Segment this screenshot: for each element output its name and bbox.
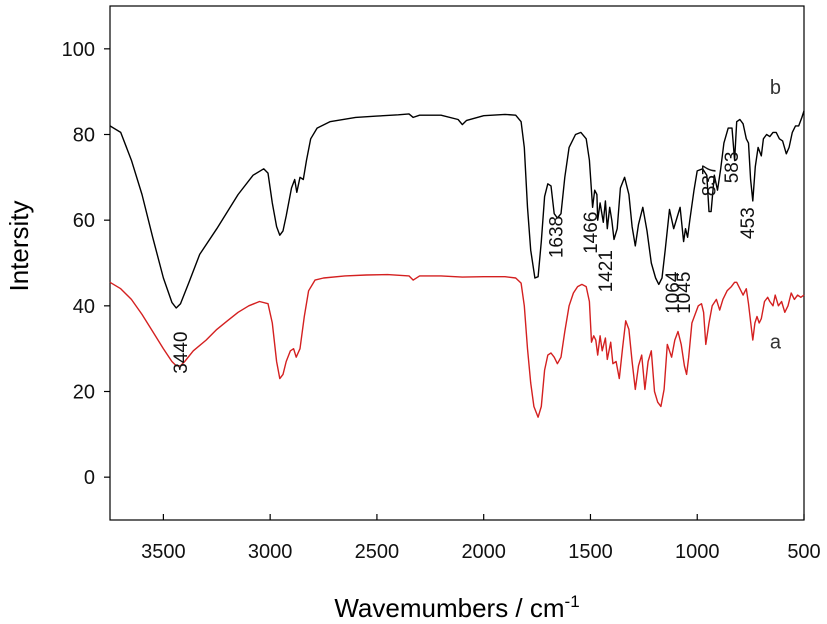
x-tick-label: 3500: [141, 541, 186, 563]
series-line-b: [109, 110, 805, 309]
x-axis-title-superscript: -1: [565, 592, 580, 611]
y-tick-label: 80: [73, 125, 95, 147]
peak-annotation: 1064: [663, 271, 684, 314]
x-axis-title: Wavemumbers / cm-1: [334, 592, 579, 623]
peak-annotation: 1466: [581, 212, 602, 254]
y-tick-label: 0: [84, 467, 95, 489]
peak-annotation: 837: [699, 165, 720, 197]
y-axis-title: Intersity: [4, 200, 34, 291]
y-tick-label: 100: [62, 39, 95, 61]
plot-area-frame: [109, 5, 805, 521]
y-tick-label: 20: [73, 382, 95, 404]
x-tick-label: 3000: [248, 541, 293, 563]
peak-annotation: 3440: [171, 332, 192, 374]
series-label-a: a: [770, 332, 782, 354]
peak-annotation: 1045: [674, 272, 695, 314]
peak-annotation: 1421: [596, 250, 617, 292]
x-tick-label: 1500: [568, 541, 613, 563]
series-line-a: [109, 273, 805, 418]
x-tick-label: 1000: [675, 541, 720, 563]
y-tick-label: 40: [73, 296, 95, 318]
x-axis: 3500 3000 2500 2000 1500 1000 500: [141, 514, 821, 563]
series-label-b: b: [770, 77, 781, 99]
x-tick-label: 2000: [461, 541, 506, 563]
x-axis-title-text: Wavemumbers / cm: [334, 593, 564, 623]
peak-annotation: 1638: [547, 216, 568, 258]
y-tick-label: 60: [73, 210, 95, 232]
peak-annotation: 583: [722, 152, 743, 184]
x-tick-label: 2500: [355, 541, 400, 563]
y-axis: 0 20 40 60 80 100: [62, 39, 110, 489]
series-layer: [109, 110, 805, 418]
peak-annotation: 453: [738, 207, 759, 239]
x-tick-label: 500: [787, 541, 820, 563]
